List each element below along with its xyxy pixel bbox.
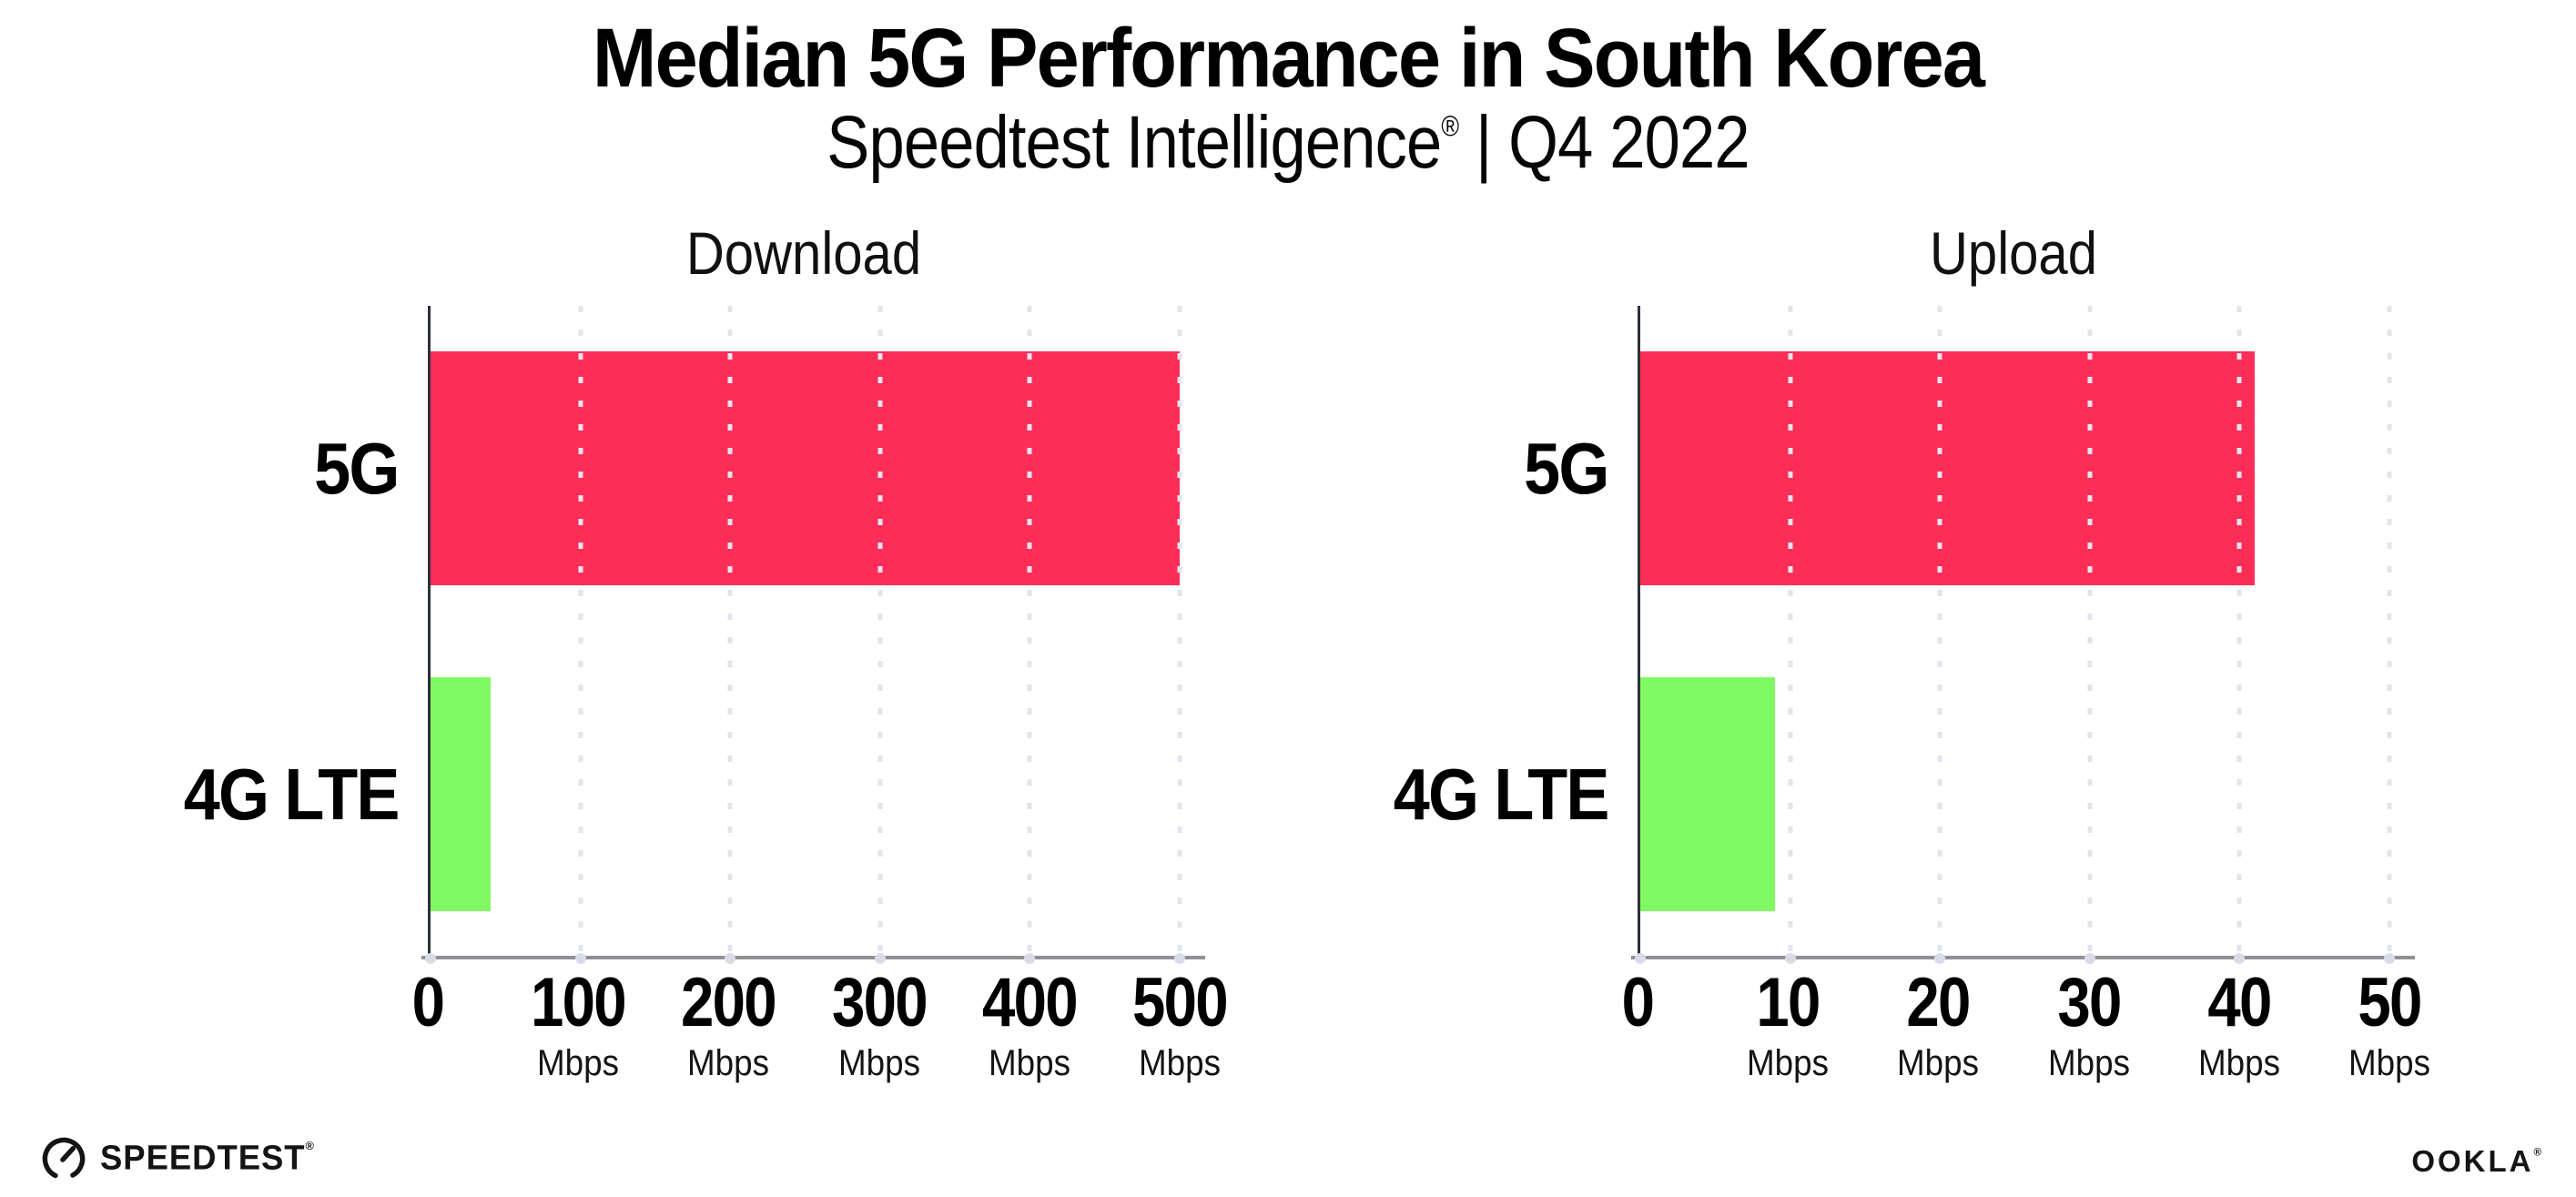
download-tick-100: 100 Mbps — [523, 963, 634, 1083]
download-bar-4g-lte — [431, 676, 491, 912]
tick-value: 500 — [1132, 963, 1229, 1041]
tick-value: 30 — [2056, 963, 2122, 1041]
download-chart-panel: Download 5G 4G LTE 0 100 Mbps 200 Mbps 300 Mbps… — [183, 218, 1229, 1114]
upload-tick-10: 10 Mbps — [1743, 963, 1832, 1083]
tick-value: 0 — [411, 963, 445, 1041]
download-chart-title: Download — [685, 218, 922, 287]
gridline-200 — [727, 305, 733, 958]
tick-unit-label: Mbps — [2047, 1042, 2130, 1083]
gridline-500 — [1177, 305, 1182, 958]
tick-value: 20 — [1906, 963, 1972, 1041]
gridline-100 — [578, 305, 583, 958]
ookla-text: OOKLA — [2411, 1144, 2534, 1178]
download-tick-0: 0 — [410, 963, 446, 1041]
upload-plot: 5G 4G LTE — [1393, 305, 2415, 964]
speedtest-registered-mark: ® — [305, 1139, 315, 1153]
speedtest-text: SPEEDTEST — [100, 1139, 306, 1178]
download-plot-area — [421, 305, 1205, 964]
tick-unit-label: Mbps — [988, 1042, 1070, 1083]
upload-tick-0: 0 — [1619, 963, 1656, 1041]
axis-tick-dot-200 — [725, 952, 736, 964]
upload-chart-panel: Upload 5G 4G LTE 0 10 Mbps 20 Mbps 30 Mbps 40 Mbp… — [1393, 218, 2430, 1114]
axis-tick-dot-0 — [425, 952, 436, 964]
gridline-40 — [2236, 305, 2242, 958]
registered-mark: ® — [1441, 110, 1459, 143]
upload-label-5g: 5G — [1524, 427, 1609, 509]
tick-unit-label: Mbps — [837, 1042, 920, 1083]
ookla-logo: OOKLA® — [2411, 1144, 2541, 1179]
subtitle-period: | Q4 2022 — [1458, 100, 1750, 184]
speedtest-wordmark: SPEEDTEST® — [100, 1139, 315, 1178]
gridline-400 — [1027, 305, 1032, 958]
tick-value: 50 — [2358, 963, 2422, 1041]
subtitle-product: Speedtest Intelligence — [827, 100, 1442, 184]
download-plot: 5G 4G LTE — [183, 305, 1205, 964]
download-tick-200: 200 Mbps — [674, 963, 784, 1083]
upload-label-4g-lte: 4G LTE — [1393, 753, 1610, 835]
download-x-axis-line — [421, 955, 1205, 959]
page-title: Median 5G Performance in South Korea — [592, 12, 1985, 105]
axis-tick-dot-30 — [2084, 952, 2095, 964]
download-bar-5g — [431, 350, 1180, 586]
gridline-20 — [1937, 305, 1942, 958]
tick-value: 0 — [1621, 963, 1655, 1041]
download-row-4g-lte — [431, 632, 1180, 958]
upload-x-ticks: 0 10 Mbps 20 Mbps 30 Mbps 40 Mbps 50 Mbps — [1622, 963, 2430, 1114]
gridline-30 — [2087, 305, 2093, 958]
axis-tick-dot-40 — [2234, 952, 2246, 964]
gridline-300 — [877, 305, 883, 958]
axis-tick-dot-500 — [1174, 952, 1185, 964]
tick-value: 200 — [681, 963, 777, 1041]
axis-tick-dot-100 — [574, 952, 586, 964]
tick-value: 400 — [981, 963, 1079, 1041]
download-bars — [431, 306, 1180, 958]
tick-unit-label: Mbps — [1747, 1042, 1830, 1083]
axis-tick-dot-20 — [1934, 952, 1946, 964]
tick-unit-label: Mbps — [1139, 1042, 1221, 1083]
download-label-5g: 5G — [314, 427, 400, 509]
tick-value: 300 — [831, 963, 928, 1041]
gridline-50 — [2387, 305, 2392, 958]
gridline-10 — [1788, 305, 1793, 958]
download-label-4g-lte: 4G LTE — [183, 753, 401, 835]
download-row-5g — [431, 306, 1180, 632]
download-tick-400: 400 Mbps — [974, 963, 1084, 1083]
tick-value: 40 — [2207, 963, 2272, 1041]
upload-bar-4g-lte — [1640, 676, 1776, 912]
tick-value: 100 — [531, 963, 627, 1041]
upload-tick-40: 40 Mbps — [2195, 963, 2284, 1083]
axis-tick-dot-0 — [1635, 952, 1646, 964]
tick-unit-label: Mbps — [687, 1042, 770, 1083]
charts-row: Download 5G 4G LTE 0 100 Mbps 200 Mbps 300 Mbps… — [0, 218, 2576, 1114]
download-category-labels: 5G 4G LTE — [183, 306, 428, 958]
page-subtitle: Speedtest Intelligence® | Q4 2022 — [180, 100, 2396, 184]
axis-tick-dot-50 — [2384, 952, 2395, 964]
download-x-ticks: 0 100 Mbps 200 Mbps 300 Mbps 400 Mbps 500 Mbps — [412, 963, 1229, 1114]
tick-unit-label: Mbps — [537, 1042, 620, 1083]
header: Median 5G Performance in South Korea Spe… — [0, 0, 2576, 182]
tick-unit-label: Mbps — [1897, 1042, 1980, 1083]
upload-x-axis-line — [1631, 955, 2415, 959]
axis-tick-dot-300 — [874, 952, 886, 964]
tick-unit-label: Mbps — [2348, 1042, 2430, 1083]
speedtest-logo: SPEEDTEST® — [40, 1135, 324, 1182]
upload-tick-50: 50 Mbps — [2345, 963, 2434, 1083]
axis-tick-dot-400 — [1024, 952, 1036, 964]
upload-bars — [1640, 306, 2389, 958]
upload-row-4g-lte — [1640, 632, 2389, 958]
ookla-registered-mark: ® — [2533, 1147, 2541, 1159]
download-tick-300: 300 Mbps — [824, 963, 934, 1083]
download-tick-500: 500 Mbps — [1125, 963, 1235, 1083]
speedtest-gauge-icon — [42, 1137, 86, 1181]
upload-category-labels: 5G 4G LTE — [1393, 306, 1638, 958]
axis-tick-dot-10 — [1784, 952, 1796, 964]
upload-tick-20: 20 Mbps — [1893, 963, 1983, 1083]
tick-unit-label: Mbps — [2197, 1042, 2280, 1083]
upload-row-5g — [1640, 306, 2389, 632]
upload-plot-area — [1631, 305, 2415, 964]
upload-chart-title: Upload — [1929, 218, 2098, 287]
tick-value: 10 — [1756, 963, 1821, 1041]
upload-tick-30: 30 Mbps — [2044, 963, 2134, 1083]
upload-bar-5g — [1640, 350, 2255, 586]
